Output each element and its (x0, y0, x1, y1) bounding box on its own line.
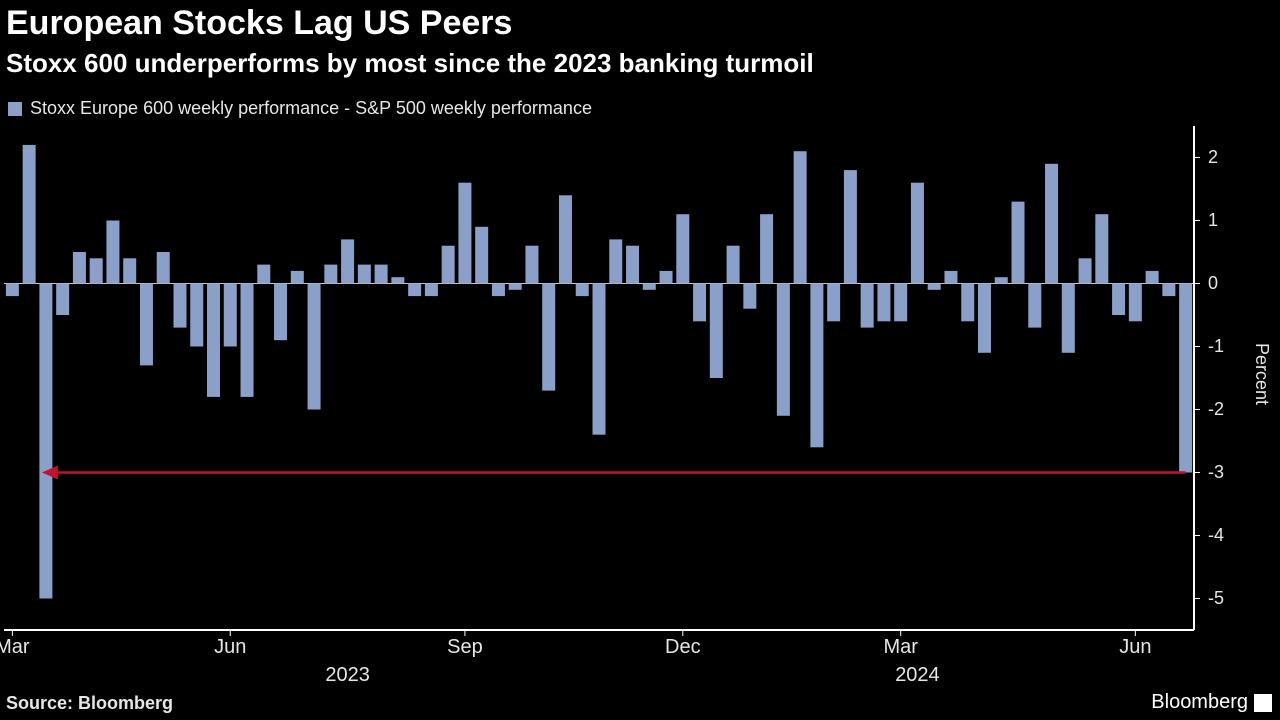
x-year-label: 2024 (895, 664, 940, 687)
x-tick-label: Sep (447, 636, 483, 659)
y-tick-label: -5 (1208, 588, 1224, 609)
x-tick-label: Mar (0, 636, 30, 659)
y-axis-title: Percent (1251, 343, 1272, 405)
x-year-label: 2023 (325, 664, 370, 687)
x-tick-label: Jun (1119, 636, 1151, 659)
y-tick-label: 1 (1208, 210, 1218, 231)
x-tick-label: Mar (883, 636, 917, 659)
brand-icon (1254, 694, 1272, 712)
y-tick-label: -4 (1208, 525, 1224, 546)
y-tick-label: -2 (1208, 399, 1224, 420)
x-tick-label: Jun (214, 636, 246, 659)
y-tick-label: 2 (1208, 147, 1218, 168)
brand-text: Bloomberg (1151, 691, 1248, 714)
source-label: Source: Bloomberg (6, 693, 173, 714)
y-tick-label: 0 (1208, 273, 1218, 294)
y-tick-label: -3 (1208, 462, 1224, 483)
bar-chart (0, 0, 1280, 720)
y-tick-label: -1 (1208, 336, 1224, 357)
chart-frame: European Stocks Lag US Peers Stoxx 600 u… (0, 0, 1280, 720)
brand-label: Bloomberg (1151, 691, 1272, 714)
x-tick-label: Dec (665, 636, 701, 659)
